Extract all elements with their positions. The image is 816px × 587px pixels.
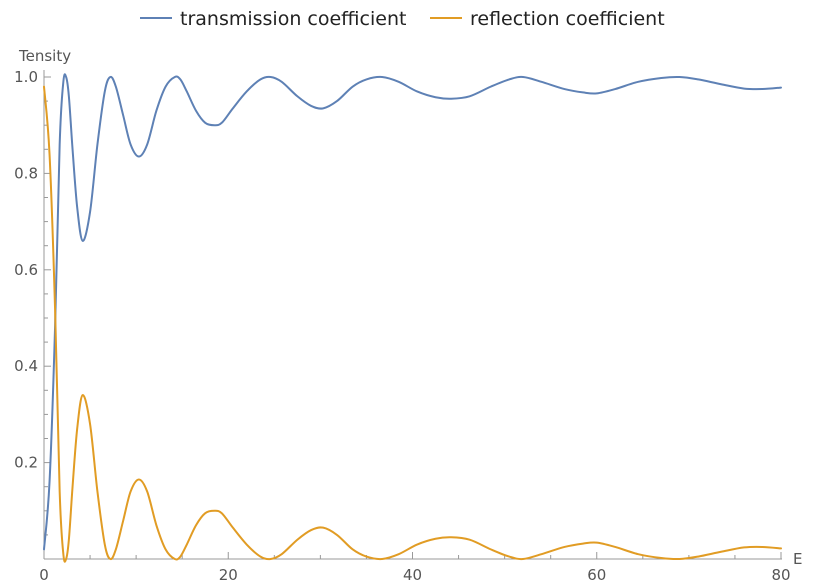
legend-label-transmission: transmission coefficient <box>180 8 406 30</box>
ticks: 0 20 40 60 80 0.2 0.4 0.6 0.8 1.0 <box>14 68 790 584</box>
x-tick-label: 80 <box>771 566 790 584</box>
y-tick-label: 0.4 <box>14 357 38 375</box>
y-tick-label: 0.8 <box>14 164 38 182</box>
y-axis-label: Tensity <box>18 47 71 65</box>
series-layer <box>43 73 782 563</box>
y-tick-label: 1.0 <box>14 68 38 86</box>
x-tick-label: 0 <box>39 566 49 584</box>
x-tick-label: 40 <box>403 566 422 584</box>
legend-label-reflection: reflection coefficient <box>470 8 665 30</box>
series-line-reflection <box>43 85 782 563</box>
legend: transmission coefficient reflection coef… <box>140 8 665 30</box>
y-tick-label: 0.6 <box>14 261 38 279</box>
y-tick-label: 0.2 <box>14 454 38 472</box>
series-line-transmission <box>43 73 782 551</box>
x-tick-label: 20 <box>219 566 238 584</box>
x-axis-label: E <box>793 550 802 568</box>
x-tick-label: 60 <box>587 566 606 584</box>
